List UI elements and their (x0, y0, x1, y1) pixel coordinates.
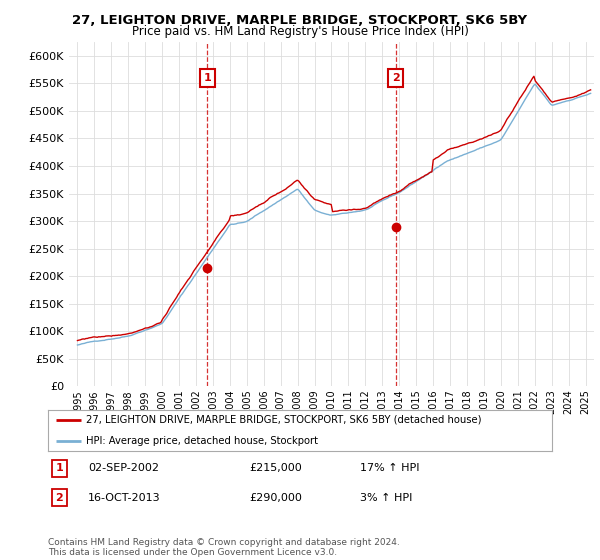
Text: 1: 1 (55, 463, 63, 473)
Text: 27, LEIGHTON DRIVE, MARPLE BRIDGE, STOCKPORT, SK6 5BY (detached house): 27, LEIGHTON DRIVE, MARPLE BRIDGE, STOCK… (86, 415, 481, 424)
Text: Price paid vs. HM Land Registry's House Price Index (HPI): Price paid vs. HM Land Registry's House … (131, 25, 469, 38)
Text: £290,000: £290,000 (250, 493, 302, 503)
Text: 2: 2 (55, 493, 63, 503)
Text: HPI: Average price, detached house, Stockport: HPI: Average price, detached house, Stoc… (86, 436, 318, 446)
Text: 1: 1 (203, 73, 211, 83)
Text: 16-OCT-2013: 16-OCT-2013 (88, 493, 161, 503)
Text: 02-SEP-2002: 02-SEP-2002 (88, 463, 160, 473)
Text: 27, LEIGHTON DRIVE, MARPLE BRIDGE, STOCKPORT, SK6 5BY: 27, LEIGHTON DRIVE, MARPLE BRIDGE, STOCK… (73, 14, 527, 27)
Text: £215,000: £215,000 (250, 463, 302, 473)
Text: 17% ↑ HPI: 17% ↑ HPI (361, 463, 420, 473)
Text: 3% ↑ HPI: 3% ↑ HPI (361, 493, 413, 503)
Text: Contains HM Land Registry data © Crown copyright and database right 2024.
This d: Contains HM Land Registry data © Crown c… (48, 538, 400, 557)
Text: 2: 2 (392, 73, 400, 83)
